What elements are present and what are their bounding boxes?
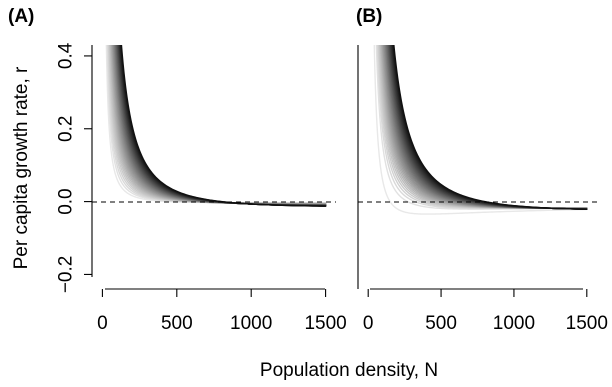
panel-a-curve-16 [114,45,327,206]
panel-b: (B) 0 500 1000 1500 [356,6,608,334]
panel-b-x-tick-label: 500 [425,313,457,334]
y-axis-title: Per capita growth rate, r [11,66,32,269]
panel-a-curves [105,45,327,207]
panel-a-y-ticks: −0.2 0.0 0.2 0.4 [56,42,92,293]
panel-b-curve-22 [388,45,588,210]
panel-b-curve-1 [373,45,588,215]
panel-b-x-ticks: 0 500 1000 1500 [363,289,608,334]
panel-b-curve-19 [387,45,588,210]
x-axis-title: Population density, N [260,360,438,381]
panel-a-label: (A) [8,6,34,27]
panel-a-x-tick-label: 1000 [230,313,272,334]
panel-a-x-tick-label: 500 [161,313,193,334]
panel-b-curve-20 [387,45,588,210]
panel-b-x-tick-label: 1500 [566,313,608,334]
panel-a-curve-30 [120,45,327,207]
panel-b-x-tick-label: 1000 [493,313,535,334]
panel-b-label: (B) [356,6,382,27]
panel-b-curve-9 [381,45,588,209]
panel-a-y-tick-label: −0.2 [56,256,77,294]
panel-b-curve-21 [388,45,588,210]
panel-a-x-tick-label: 0 [97,313,108,334]
panel-a-y-tick-label: 0.2 [56,116,77,142]
panel-b-curve-30 [393,45,588,210]
panel-a-y-tick-label: 0.4 [56,42,77,69]
panel-a-y-tick-label: 0.0 [56,188,77,214]
panel-a: (A) 0 500 1000 1500 −0.2 0.0 0.2 0.4 [8,6,347,334]
panel-b-x-tick-label: 0 [363,313,374,334]
panel-b-curves [373,45,588,215]
panel-a-x-tick-label: 1500 [304,313,346,334]
panel-b-curve-2 [375,45,588,210]
panel-a-x-ticks: 0 500 1000 1500 [97,289,347,334]
